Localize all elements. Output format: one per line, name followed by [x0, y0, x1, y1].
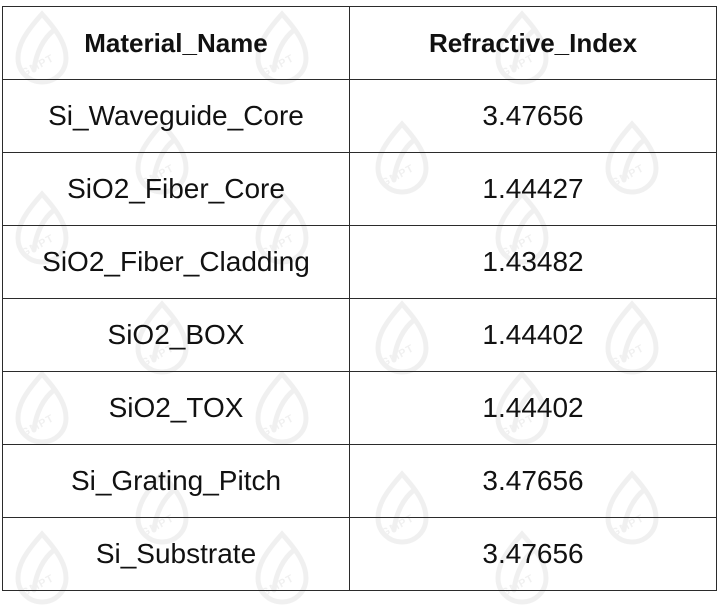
table-row: Si_Grating_Pitch 3.47656 [2, 444, 717, 518]
table-row: SiO2_Fiber_Core 1.44427 [2, 152, 717, 226]
cell-material-name: SiO2_TOX [2, 371, 350, 445]
header-refractive-index: Refractive_Index [349, 6, 717, 80]
cell-refractive-index: 1.44402 [349, 371, 717, 445]
cell-material-name: Si_Waveguide_Core [2, 79, 350, 153]
table-row: SiO2_Fiber_Cladding 1.43482 [2, 225, 717, 299]
table-row: SiO2_TOX 1.44402 [2, 371, 717, 445]
cell-material-name: Si_Substrate [2, 517, 350, 591]
cell-material-name: SiO2_Fiber_Core [2, 152, 350, 226]
cell-material-name: SiO2_BOX [2, 298, 350, 372]
table-row: Si_Waveguide_Core 3.47656 [2, 79, 717, 153]
cell-refractive-index: 1.43482 [349, 225, 717, 299]
cell-refractive-index: 3.47656 [349, 79, 717, 153]
table-row: SiO2_BOX 1.44402 [2, 298, 717, 372]
table-header-row: Material_Name Refractive_Index [2, 6, 717, 80]
table-row: Si_Substrate 3.47656 [2, 517, 717, 591]
cell-material-name: SiO2_Fiber_Cladding [2, 225, 350, 299]
cell-refractive-index: 3.47656 [349, 444, 717, 518]
cell-refractive-index: 1.44427 [349, 152, 717, 226]
cell-refractive-index: 1.44402 [349, 298, 717, 372]
cell-refractive-index: 3.47656 [349, 517, 717, 591]
header-material-name: Material_Name [2, 6, 350, 80]
refractive-index-table: Material_Name Refractive_Index Si_Wavegu… [2, 6, 717, 591]
cell-material-name: Si_Grating_Pitch [2, 444, 350, 518]
